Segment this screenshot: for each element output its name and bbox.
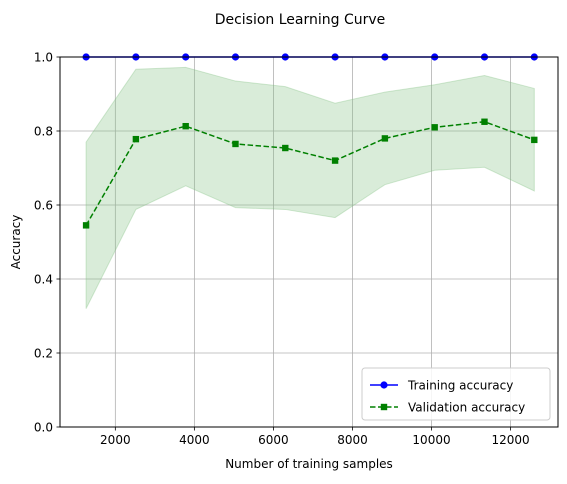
validation-accuracy-point <box>282 144 289 152</box>
validation-accuracy-line <box>85 120 535 226</box>
x-tick-label: 12000 <box>491 433 529 447</box>
y-tick-label: 0.4 <box>34 273 53 287</box>
validation-std-band <box>85 66 535 309</box>
x-tick-label: 8000 <box>337 433 368 447</box>
validation-accuracy-point <box>82 222 90 229</box>
legend-box <box>361 367 551 421</box>
x-tick-label: 10000 <box>412 433 450 447</box>
y-tick-label: 0.6 <box>34 199 53 213</box>
x-tick-label: 6000 <box>258 433 289 447</box>
validation-accuracy-point <box>132 135 140 143</box>
legend-validation-label: Validation accuracy <box>408 401 525 415</box>
validation-accuracy-point <box>381 135 389 142</box>
validation-accuracy-point <box>431 124 438 131</box>
x-tick-label: 2000 <box>100 433 131 447</box>
chart-title: Decision Learning Curve <box>215 12 386 28</box>
validation-accuracy-point <box>232 140 239 148</box>
validation-accuracy-point <box>331 157 339 164</box>
validation-accuracy-point <box>531 136 538 144</box>
y-tick-label: 1.0 <box>34 51 53 65</box>
legend: Training accuracy Validation accuracy <box>361 367 551 421</box>
legend-validation-marker <box>380 403 388 411</box>
legend-training-marker <box>380 381 388 389</box>
validation-accuracy-point <box>182 122 189 130</box>
validation-accuracy-point <box>481 118 488 125</box>
x-axis-label: Number of training samples <box>225 457 393 471</box>
y-tick-label: 0.2 <box>34 347 53 361</box>
plot-area-frame <box>59 56 559 428</box>
y-tick-label: 0.8 <box>34 125 53 139</box>
x-tick-label: 4000 <box>179 433 210 447</box>
axis-ticks: 2000 4000 6000 8000 10000 12000 0.0 0.2 0.4 0.6 0.… <box>34 51 530 448</box>
validation-band-layer <box>85 66 535 309</box>
y-tick-label: 0.0 <box>34 421 53 435</box>
legend-training-label: Training accuracy <box>407 379 513 393</box>
y-axis-label: Accuracy <box>9 215 23 270</box>
